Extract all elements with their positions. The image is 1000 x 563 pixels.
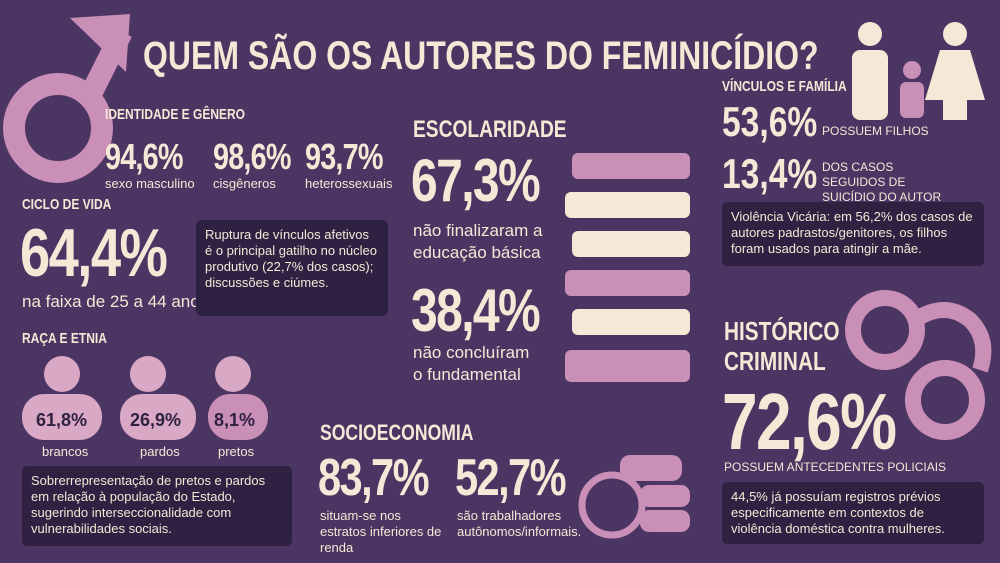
socio-label: situam-se nos estratos inferiores de ren… [320,508,442,555]
family-label: DOS CASOS SEGUIDOS DE SUICÍDIO DO AUTOR [822,160,942,204]
criminal-note: 44,5% já possuíam registros prévios espe… [722,482,984,544]
family-icon [852,22,985,120]
race-heading: RAÇA E ETNIA [22,330,128,347]
male-arrow [70,14,130,72]
value-text: 67,3% [411,147,541,214]
value-text: 13,4% [722,150,818,197]
race-value: 61,8% [36,410,88,430]
heading-text: RAÇA E ETNIA [22,330,107,347]
value-text: 72,6% [722,377,897,466]
title-text: QUEM SÃO OS AUTORES DO FEMINICÍDIO? [143,34,819,78]
books-icon [565,153,690,382]
coins-icon [578,455,690,539]
race-value: 26,9% [130,410,182,430]
family-value: 13,4% [722,150,841,198]
stat-label: heterossexuais [305,176,393,191]
education-heading: ESCOLARIDADE [413,116,605,144]
socio-value: 83,7% [318,448,455,508]
stat-value: 93,7% [305,136,402,178]
education-label: não finalizaram a educação básica [413,221,543,262]
title: QUEM SÃO OS AUTORES DO FEMINICÍDIO? [143,34,988,79]
socio-value: 52,7% [455,448,592,508]
stat-value: 98,6% [213,136,310,178]
race-note: Sobrerrepresentação de pretos e pardos e… [22,466,292,546]
value-text: 52,7% [455,449,567,507]
handcuffs-icon [845,290,992,440]
criminal-heading: HISTÓRICO CRIMINAL [724,316,840,376]
stat-label: sexo masculino [105,176,195,191]
criminal-label: POSSUEM ANTECEDENTES POLICIAIS [724,460,947,474]
identity-heading: IDENTIDADE E GÊNERO [105,106,280,123]
heading-text: ESCOLARIDADE [413,116,567,143]
life-label: na faixa de 25 a 44 anos. [22,292,213,311]
heading-text: IDENTIDADE E GÊNERO [105,106,246,123]
stat-label: cisgêneros [213,176,276,191]
education-value: 38,4% [411,276,571,345]
race-label: brancos [42,444,89,459]
heading-text: SOCIOECONOMIA [320,420,474,445]
family-label: POSSUEM FILHOS [822,124,929,138]
life-value: 64,4% [20,214,203,292]
education-value: 67,3% [411,146,571,215]
race-figures [22,356,268,440]
family-note: Violência Vicária: em 56,2% dos casos de… [722,202,984,266]
socio-heading: SOCIOECONOMIA [320,420,512,446]
heading-text: HISTÓRICO CRIMINAL [724,316,840,376]
race-value: 8,1% [214,410,256,430]
race-label: pretos [218,444,255,459]
life-heading: CICLO DE VIDA [22,196,134,213]
race-label: pardos [140,444,180,459]
heading-text: CICLO DE VIDA [22,196,112,213]
value-text: 53,6% [722,98,818,145]
heading-text: VÍNCULOS E FAMÍLIA [722,78,847,95]
family-value: 53,6% [722,98,841,146]
value-text: 38,4% [411,277,541,344]
value-text: 94,6% [105,136,183,177]
value-text: 98,6% [213,136,291,177]
life-note: Ruptura de vínculos afetivos é o princip… [196,220,388,316]
value-text: 64,4% [20,215,168,291]
criminal-value: 72,6% [722,376,939,468]
socio-label: são trabalhadores autônomos/informais. [457,508,582,539]
value-text: 93,7% [305,136,383,177]
family-heading: VÍNCULOS E FAMÍLIA [722,78,878,95]
value-text: 83,7% [318,449,430,507]
education-label: não concluíram o fundamental [413,343,530,384]
stat-value: 94,6% [105,136,202,178]
